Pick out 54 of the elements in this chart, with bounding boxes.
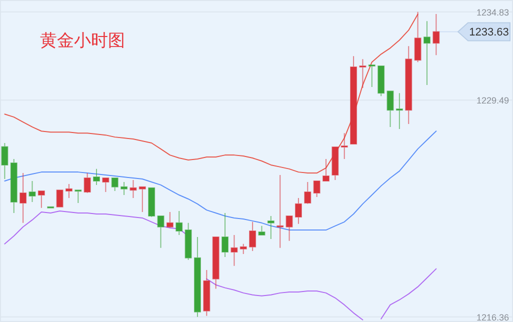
candlestick — [405, 46, 412, 125]
candlestick — [38, 190, 45, 208]
candlestick — [176, 210, 183, 236]
candlestick — [130, 179, 137, 198]
candlestick — [56, 190, 64, 208]
candlestick — [414, 11, 422, 63]
candlestick — [93, 168, 100, 186]
candlestick — [203, 269, 210, 316]
y-tick-label: 1216.36 — [476, 312, 509, 322]
line-series — [4, 14, 418, 174]
candlestick — [423, 20, 430, 86]
candlestick — [148, 187, 156, 218]
candlestick — [350, 56, 358, 144]
candlestick — [267, 215, 274, 240]
candlestick — [102, 178, 110, 193]
candlestick — [230, 234, 238, 266]
candlestick — [28, 180, 36, 202]
y-tick-label: 1229.49 — [476, 96, 509, 106]
candlestick — [294, 197, 302, 224]
text: 黄金小时图 — [40, 31, 125, 51]
candlestick — [120, 181, 128, 196]
candlestick — [249, 221, 256, 252]
candlestick — [332, 146, 339, 180]
candlestick — [340, 132, 348, 160]
candlestick — [222, 212, 229, 258]
candlestick — [212, 236, 220, 290]
candlestick — [313, 180, 320, 198]
candlestick — [194, 236, 201, 318]
candlestick — [240, 243, 247, 254]
candlestick — [304, 181, 312, 204]
line-series — [4, 130, 437, 231]
candlestick — [368, 64, 376, 88]
candlestick — [10, 158, 18, 214]
candlestick — [20, 172, 27, 224]
candlestick — [111, 178, 118, 192]
candlestick — [378, 66, 385, 97]
candlestick — [84, 172, 91, 194]
candlestick — [276, 174, 284, 248]
ref-line-label: 1233.63 — [469, 26, 509, 39]
candlestick — [359, 58, 366, 89]
candlestick — [184, 222, 192, 260]
candlestick — [432, 14, 440, 56]
candlestick — [157, 215, 164, 248]
candlestick — [65, 183, 72, 198]
candlestick — [286, 215, 293, 242]
candlestick — [166, 212, 174, 228]
y-tick-label: 1234.83 — [476, 7, 509, 18]
candlestick — [396, 92, 403, 130]
candlestick — [138, 186, 146, 213]
candlestick — [386, 90, 394, 128]
candlestick — [1, 142, 8, 180]
candlestick — [258, 225, 266, 236]
candlestick — [74, 190, 82, 204]
candlestick — [322, 158, 330, 182]
